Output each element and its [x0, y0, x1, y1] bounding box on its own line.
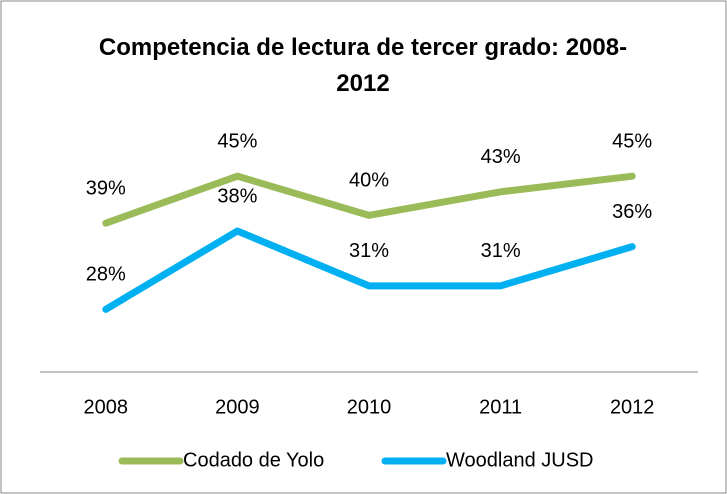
data-label: 31%	[481, 240, 521, 262]
data-label: 36%	[612, 201, 652, 223]
legend-label: Codado de Yolo	[183, 449, 324, 471]
line	[102, 172, 636, 227]
legend-label: Woodland JUSD	[446, 449, 593, 471]
x-tick-label: 2012	[610, 396, 655, 418]
x-tick-label: 2011	[479, 396, 522, 418]
x-tick-label: 2009	[215, 396, 260, 418]
data-label: 28%	[86, 264, 126, 286]
data-label: 43%	[481, 146, 521, 168]
x-tick-label: 2010	[347, 396, 392, 418]
data-label: 39%	[86, 177, 126, 199]
data-label: 45%	[612, 130, 652, 152]
x-tick-label: 2008	[84, 396, 129, 418]
chart-title: Competencia de lectura de tercer grado: …	[98, 34, 628, 97]
data-label: 45%	[217, 130, 257, 152]
line	[102, 227, 636, 313]
data-label: 31%	[349, 240, 389, 262]
data-label: 38%	[217, 185, 257, 207]
data-label: 40%	[349, 170, 389, 192]
